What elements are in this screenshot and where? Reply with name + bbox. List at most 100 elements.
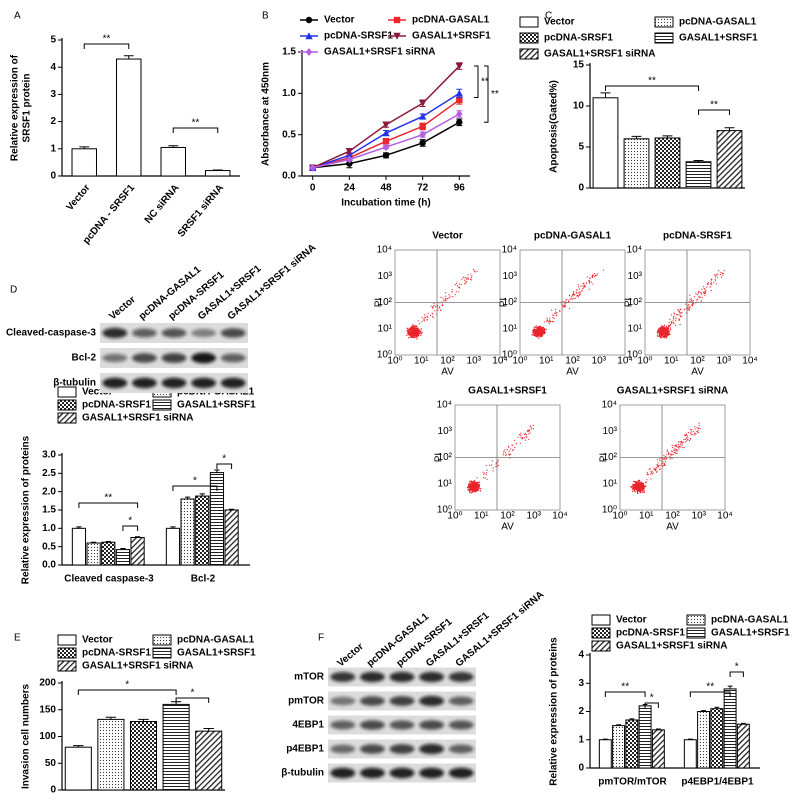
flow-dot [445,297,447,300]
significance-bracket [172,485,218,491]
y-tick-label: 0 [578,183,584,194]
flow-tick-label: 10⁴ [742,356,757,367]
row-label: 4EBP1 [292,720,324,731]
flow-dot [685,303,687,305]
flow-dot [654,469,656,471]
flow-dot [675,319,677,321]
significance-label: * [650,693,654,704]
flow-dot [632,483,634,486]
row-label: pmTOR [288,696,325,707]
bar [162,703,190,791]
flow-dot [652,470,654,472]
flow-dot [406,333,409,335]
flow-dot [666,449,668,451]
significance-bracket [175,697,210,703]
flow-dot [693,434,695,436]
flow-dot [595,274,597,277]
flow-dot [658,468,661,471]
flow-dot [437,307,439,309]
legend-swatch [57,647,77,659]
flow-x-label: AV [441,367,454,378]
blot-band [389,767,415,779]
y-tick-label: 1 [50,143,56,154]
flow-dot [590,281,593,283]
bar [612,725,626,769]
flow-dot [687,306,689,309]
flow-dot [664,333,666,336]
flow-dot [476,481,478,484]
flow-dot [467,274,469,276]
flow-dot [677,441,680,443]
flow-dot [687,432,690,434]
flow-dot [667,326,669,329]
flow-dot [468,490,471,492]
flow-dot [677,318,679,320]
flow-dot [492,470,494,472]
flow-dot [669,328,672,331]
y-tick-label: 0.0 [282,171,296,182]
flow-dot [464,277,466,279]
legend-swatch [519,16,539,28]
flow-dot [680,312,682,314]
flow-dot [529,432,531,434]
flow-dot [483,472,486,474]
flow-dot [694,426,696,428]
flow-dot [672,453,674,455]
flow-dot [658,333,661,335]
flow-tick-label: 10² [438,452,453,463]
flow-dot [636,484,639,486]
flow-dot [528,438,530,441]
flow-dot [588,288,590,290]
flow-dot [415,331,417,334]
flow-dot [471,482,474,485]
flow-tick-label: 10² [500,511,515,522]
flow-tick-label: 10² [378,297,393,308]
flow-dot [643,491,645,493]
flow-dot [671,321,673,324]
legend-label: GASAL1+SRSF1 [679,33,758,44]
flow-dot [668,321,670,324]
blot-band [330,767,356,779]
flow-dot [573,294,575,296]
significance-bracket [122,525,139,531]
flow-dot [661,335,663,337]
flow-dot [703,286,705,288]
flow-dot [670,320,672,323]
flow-dot [714,280,716,282]
flow-dot [638,480,640,482]
flow-dot [674,313,676,315]
flow-dot [458,286,460,288]
marker [455,89,464,97]
flow-dot [653,468,655,471]
flow-dot [602,269,604,271]
marker [456,96,463,104]
bar [623,138,650,189]
flow-dot [423,320,425,322]
flow-dot [513,439,515,441]
flow-dot [680,309,682,311]
significance-bracket [689,691,731,697]
y-tick-label: 150 [39,704,56,715]
flow-dot [656,470,658,472]
blot-band [389,671,415,683]
flow-dot [704,288,706,290]
flow-tick-label: 10¹ [664,356,679,367]
flow-dot [718,270,720,272]
flow-dot [412,332,414,334]
marker [382,121,390,129]
error-bar [120,548,126,550]
significance-label: ** [710,100,718,111]
legend-label: GASAL1+SRSF1 [412,31,491,42]
flow-dot [688,304,690,306]
significance-label: * [190,688,194,699]
flow-tick-label: 10³ [628,271,643,282]
flow-tick-label: 10³ [467,356,482,367]
flow-dot [700,299,702,301]
flow-dot [673,322,675,324]
blot-band [191,328,217,338]
legend-label: GASAL1+SRSF1 [177,400,256,411]
flow-dot [431,315,433,318]
flow-dot [721,272,724,274]
flow-dot [482,477,485,479]
lane-label: Vector [335,641,366,669]
